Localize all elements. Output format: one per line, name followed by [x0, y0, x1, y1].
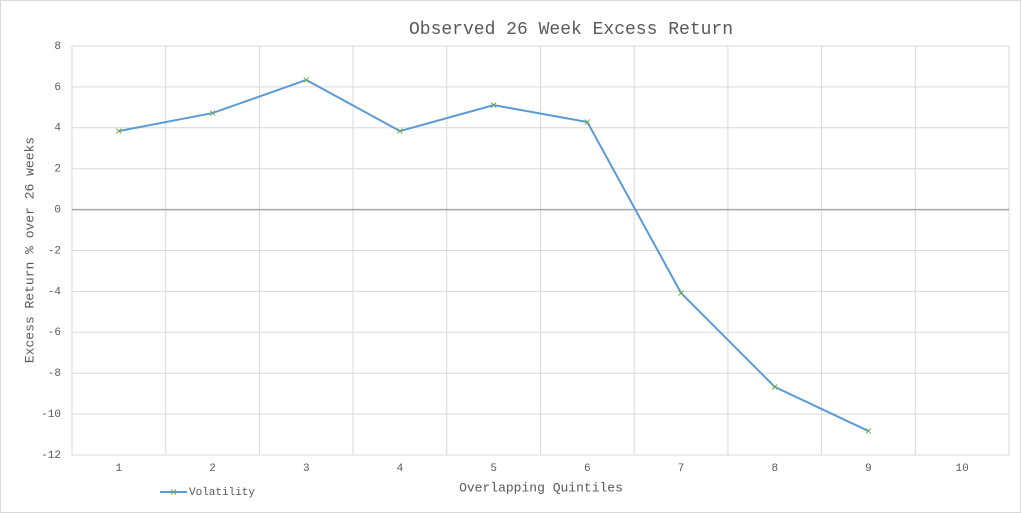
y-tick-label: -6 — [48, 327, 61, 339]
data-marker — [209, 110, 216, 116]
y-tick-label: 8 — [54, 41, 61, 53]
y-tick-label: -8 — [48, 368, 61, 380]
y-tick-label: 2 — [54, 164, 61, 176]
x-tick-label: 2 — [209, 463, 216, 475]
data-marker — [678, 290, 684, 296]
data-marker — [865, 428, 872, 434]
y-tick-label: 0 — [54, 205, 61, 217]
data-marker — [115, 128, 122, 134]
x-tick-label: 8 — [771, 463, 778, 475]
x-tick-label: 4 — [397, 463, 404, 475]
x-tick-label: 6 — [584, 463, 591, 475]
data-marker — [303, 77, 310, 83]
y-tick-label: -12 — [41, 450, 61, 462]
x-tick-label: 3 — [303, 463, 310, 475]
y-tick-label: 4 — [54, 123, 61, 135]
y-tick-label: -4 — [48, 286, 62, 298]
chart-title: Observed 26 Week Excess Return — [409, 20, 733, 40]
x-tick-label: 7 — [678, 463, 685, 475]
y-tick-label: -10 — [41, 409, 61, 421]
data-marker — [397, 128, 403, 134]
x-tick-label: 10 — [956, 463, 969, 475]
y-tick-label: 6 — [54, 82, 61, 94]
data-marker — [490, 102, 497, 108]
legend-label: Volatility — [189, 487, 255, 499]
data-marker — [771, 384, 778, 390]
x-tick-label: 9 — [865, 463, 872, 475]
x-tick-label: 5 — [490, 463, 497, 475]
y-tick-label: -2 — [48, 245, 61, 257]
legend-marker — [170, 489, 177, 495]
x-axis-title: Overlapping Quintiles — [459, 480, 623, 495]
data-marker — [584, 119, 591, 125]
x-tick-label: 1 — [116, 463, 123, 475]
y-axis-title: Excess Return % over 26 weeks — [22, 137, 37, 363]
